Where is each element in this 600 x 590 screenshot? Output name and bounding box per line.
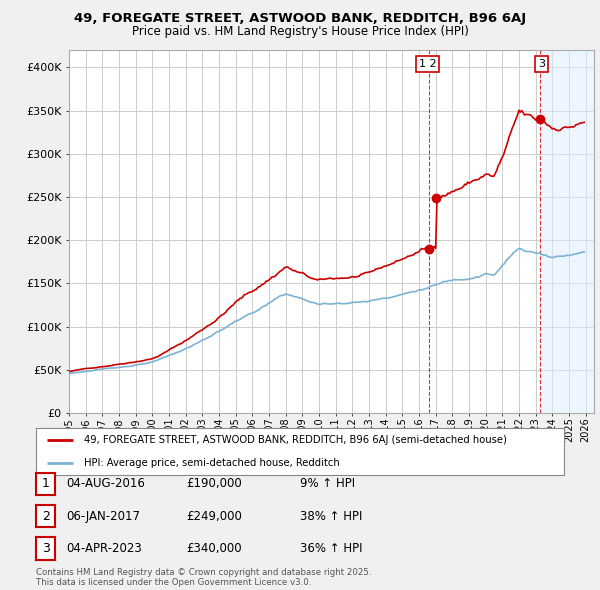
Text: 3: 3 (538, 59, 545, 69)
Text: £190,000: £190,000 (186, 477, 242, 490)
Text: 3: 3 (41, 542, 50, 555)
Text: 2: 2 (41, 510, 50, 523)
Text: £249,000: £249,000 (186, 510, 242, 523)
Text: 38% ↑ HPI: 38% ↑ HPI (300, 510, 362, 523)
Text: 04-APR-2023: 04-APR-2023 (66, 542, 142, 555)
Text: 1 2: 1 2 (419, 59, 436, 69)
Text: Price paid vs. HM Land Registry's House Price Index (HPI): Price paid vs. HM Land Registry's House … (131, 25, 469, 38)
Text: £340,000: £340,000 (186, 542, 242, 555)
Text: 49, FOREGATE STREET, ASTWOOD BANK, REDDITCH, B96 6AJ: 49, FOREGATE STREET, ASTWOOD BANK, REDDI… (74, 12, 526, 25)
Text: 1: 1 (41, 477, 50, 490)
Text: Contains HM Land Registry data © Crown copyright and database right 2025.
This d: Contains HM Land Registry data © Crown c… (36, 568, 371, 587)
Text: 36% ↑ HPI: 36% ↑ HPI (300, 542, 362, 555)
Text: 49, FOREGATE STREET, ASTWOOD BANK, REDDITCH, B96 6AJ (semi-detached house): 49, FOREGATE STREET, ASTWOOD BANK, REDDI… (83, 435, 506, 444)
Text: HPI: Average price, semi-detached house, Redditch: HPI: Average price, semi-detached house,… (83, 458, 339, 468)
Text: 06-JAN-2017: 06-JAN-2017 (66, 510, 140, 523)
Bar (540, 50, 594, 413)
Text: 9% ↑ HPI: 9% ↑ HPI (300, 477, 355, 490)
Text: 04-AUG-2016: 04-AUG-2016 (66, 477, 145, 490)
